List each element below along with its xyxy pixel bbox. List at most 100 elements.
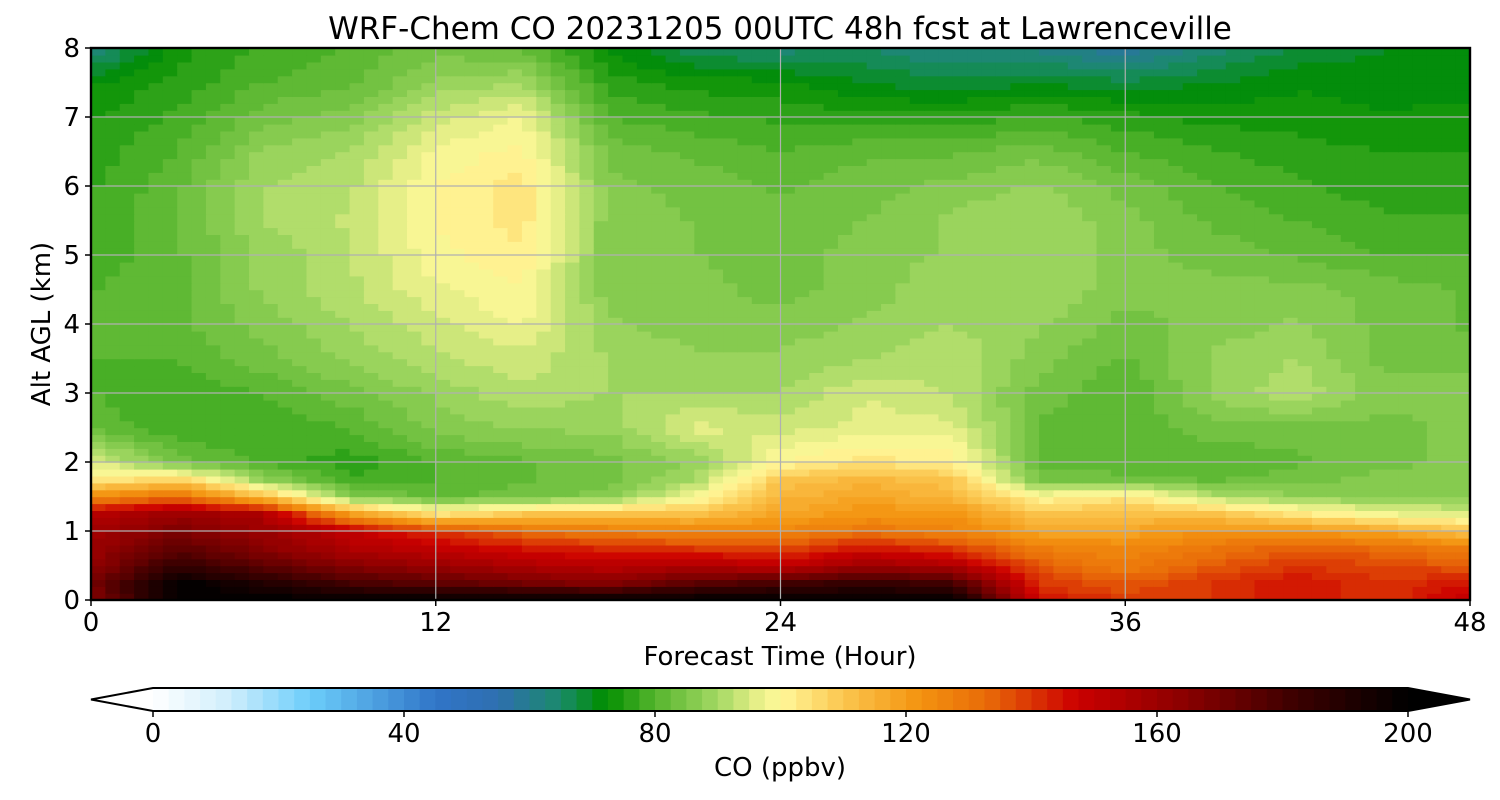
heatmap-cell [1125,248,1141,256]
heatmap-cell [1297,503,1313,511]
heatmap-cell [723,296,739,304]
heatmap-cell [148,255,164,263]
heatmap-cell [823,337,839,346]
heatmap-cell [1369,579,1385,587]
heatmap-cell [1441,551,1457,560]
heatmap-cell [134,351,150,360]
heatmap-cell [1067,489,1083,498]
heatmap-cell [1110,441,1126,449]
heatmap-cell [1369,268,1385,277]
heatmap-cell [909,434,925,442]
heatmap-cell [565,420,581,429]
heatmap-cell [1268,351,1284,360]
heatmap-cell [1139,275,1155,284]
heatmap-cell [478,358,494,367]
heatmap-cell [263,496,279,505]
heatmap-cell [866,275,882,284]
heatmap-cell [478,524,494,532]
heatmap-cell [895,268,911,277]
heatmap-cell [464,496,480,505]
heatmap-cell [924,586,940,594]
heatmap-cell [995,275,1012,284]
heatmap-cell [1240,324,1256,332]
heatmap-cell [234,255,250,263]
heatmap-cell [1383,344,1399,353]
heatmap-cell [1211,317,1227,325]
heatmap-cell [1383,448,1399,456]
heatmap-cell [981,275,997,284]
heatmap-cell [952,462,968,470]
heatmap-cell [292,289,308,298]
heatmap-cell [119,427,135,436]
heatmap-cell [1024,558,1040,567]
heatmap-cell [349,358,365,367]
heatmap-cell [1383,241,1399,249]
heatmap-cell [550,289,566,298]
heatmap-cell [1197,434,1213,442]
heatmap-cell [234,386,250,394]
heatmap-cell [579,489,595,498]
heatmap-cell [565,255,581,263]
heatmap-cell [1455,365,1471,373]
heatmap-cell [335,517,351,525]
heatmap-cell [608,420,624,429]
heatmap-cell [1254,455,1270,463]
heatmap-cell [1283,489,1299,498]
heatmap-cell [1340,351,1356,360]
heatmap-cell [1211,344,1227,353]
heatmap-cell [1355,337,1371,346]
heatmap-cell [407,489,423,498]
heatmap-cell [651,537,667,546]
heatmap-cell [1340,365,1356,373]
heatmap-cell [1326,413,1342,422]
heatmap-cell [134,317,150,325]
heatmap-cell [292,296,308,304]
heatmap-cell [1168,537,1184,546]
heatmap-cell [608,317,624,325]
heatmap-cell [593,510,609,518]
heatmap-cell [1024,475,1040,484]
heatmap-cell [277,413,293,422]
heatmap-cell [407,475,423,484]
heatmap-cell [794,289,810,298]
heatmap-cell [651,524,667,532]
heatmap-cell [493,572,509,580]
heatmap-cell [1268,482,1284,491]
heatmap-cell [277,551,293,560]
heatmap-cell [450,386,466,394]
heatmap-cell [1441,393,1457,401]
heatmap-cell [1110,358,1126,367]
heatmap-cell [651,310,667,318]
heatmap-cell [162,455,178,463]
heatmap-cell [1412,427,1428,436]
heatmap-cell [450,544,466,553]
heatmap-cell [1441,289,1457,298]
heatmap-cell [507,551,523,560]
heatmap-cell [536,441,552,449]
heatmap-cell [1110,517,1126,525]
heatmap-cell [1039,593,1055,601]
heatmap-cell [1383,462,1399,470]
heatmap-cell [378,379,394,387]
heatmap-cell [536,248,552,256]
heatmap-cell [1067,399,1083,408]
heatmap-cell [191,413,207,422]
heatmap-cell [306,261,322,270]
heatmap-cell [766,289,782,298]
heatmap-cell [1168,475,1184,484]
heatmap-cell [177,261,193,270]
heatmap-cell [1326,572,1342,580]
heatmap-cell [723,324,739,332]
heatmap-cell [651,544,667,553]
heatmap-cell [536,468,552,477]
heatmap-cell [1254,241,1270,249]
heatmap-cell [1053,441,1069,449]
heatmap-cell [1355,572,1371,580]
heatmap-cell [421,282,437,291]
heatmap-cell [521,441,537,449]
heatmap-cell [665,372,681,380]
heatmap-cell [550,351,566,360]
heatmap-cell [493,399,509,408]
heatmap-cell [177,310,193,318]
heatmap-cell [378,255,394,263]
